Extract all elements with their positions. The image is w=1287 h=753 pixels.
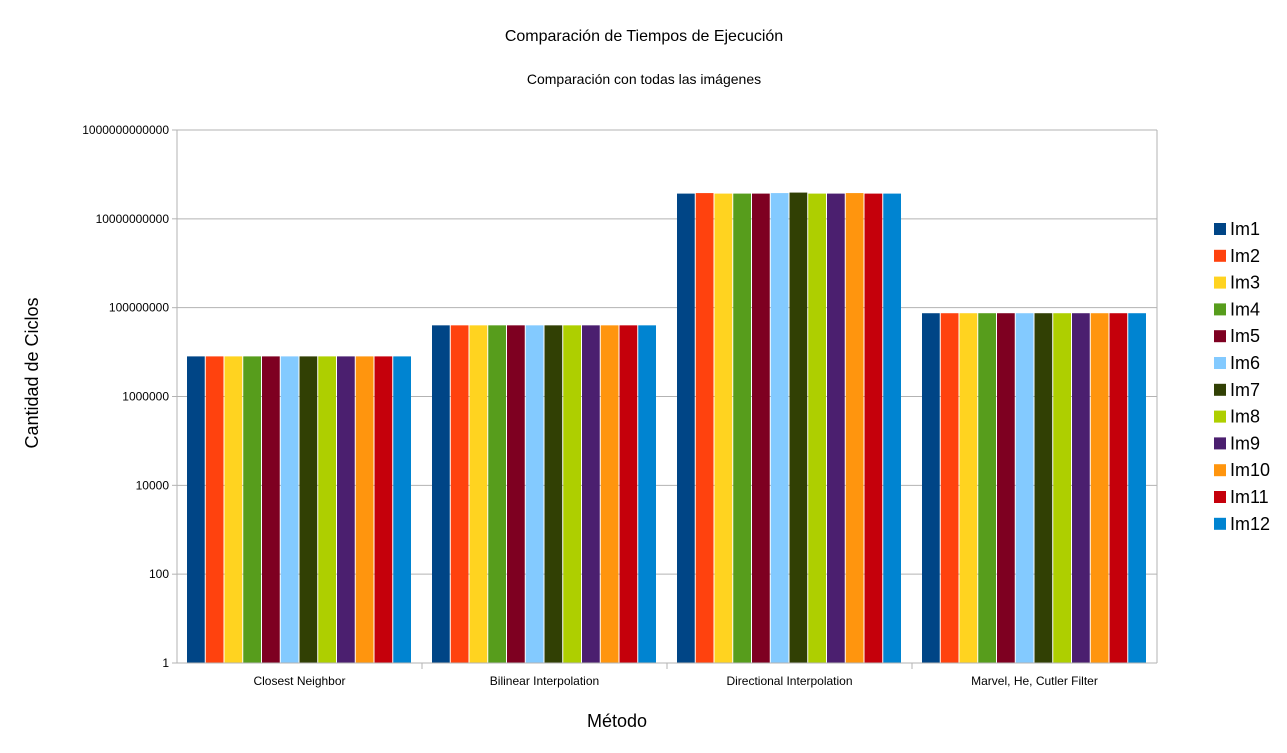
x-category-label: Marvel, He, Cutler Filter xyxy=(971,674,1098,688)
bar-im11 xyxy=(619,325,638,663)
bar-im8 xyxy=(808,193,826,663)
bar-im4 xyxy=(733,193,751,663)
y-tick-label: 10000 xyxy=(136,478,170,492)
legend-swatch xyxy=(1214,383,1226,396)
bar-im4 xyxy=(978,313,996,663)
bar-im3 xyxy=(224,356,243,663)
y-tick-label: 100000000 xyxy=(109,301,169,315)
bar-im8 xyxy=(1053,313,1071,663)
bar-im6 xyxy=(1015,313,1034,663)
bar-im7 xyxy=(1034,313,1053,663)
bar-im6 xyxy=(770,193,789,663)
legend-swatch xyxy=(1214,303,1226,316)
legend-swatch xyxy=(1214,223,1226,235)
y-axis-title: Cantidad de Ciclos xyxy=(22,297,42,448)
bar-im12 xyxy=(1128,313,1146,663)
bar-im7 xyxy=(299,356,318,663)
bar-im2 xyxy=(695,193,714,663)
bar-im11 xyxy=(864,193,883,663)
legend-label: Im10 xyxy=(1230,460,1270,480)
bar-im10 xyxy=(845,193,864,663)
legend-label: Im3 xyxy=(1230,273,1260,293)
legend-label: Im2 xyxy=(1230,246,1260,266)
x-category-label: Closest Neighbor xyxy=(253,674,345,688)
bar-im10 xyxy=(600,325,619,663)
legend-swatch xyxy=(1214,491,1226,503)
bar-im9 xyxy=(827,193,845,663)
x-axis-title: Método xyxy=(587,711,647,731)
bar-im4 xyxy=(243,356,261,663)
legend-label: Im9 xyxy=(1230,433,1260,453)
y-tick-label: 100 xyxy=(149,567,169,581)
legend-swatch xyxy=(1214,249,1226,262)
legend-swatch xyxy=(1214,276,1226,289)
axes xyxy=(176,130,1158,669)
legend-swatch xyxy=(1214,464,1226,477)
legend-label: Im1 xyxy=(1230,219,1260,239)
bar-im10 xyxy=(1090,313,1109,663)
bar-im2 xyxy=(205,356,224,663)
bar-im6 xyxy=(280,356,299,663)
legend-label: Im5 xyxy=(1230,326,1260,346)
legend-label: Im12 xyxy=(1230,514,1270,534)
bar-im2 xyxy=(940,313,959,663)
y-tick-label: 1000000000000 xyxy=(82,123,169,137)
bar-im10 xyxy=(355,356,374,663)
bar-im5 xyxy=(262,356,280,663)
x-category-label: Directional Interpolation xyxy=(726,674,852,688)
legend-swatch xyxy=(1214,517,1226,530)
legend-label: Im11 xyxy=(1230,487,1269,507)
legend-label: Im7 xyxy=(1230,380,1260,400)
legend-swatch xyxy=(1214,437,1226,450)
legend-swatch xyxy=(1214,330,1226,343)
bar-im1 xyxy=(187,356,205,663)
bar-im4 xyxy=(488,325,506,663)
bar-im1 xyxy=(677,193,695,663)
bar-im8 xyxy=(318,356,336,663)
bar-im1 xyxy=(432,325,450,663)
y-tick-label: 1000000 xyxy=(122,390,169,404)
bar-im1 xyxy=(922,313,940,663)
legend-swatch xyxy=(1214,357,1226,369)
bar-im5 xyxy=(507,325,525,663)
bar-im3 xyxy=(714,193,733,663)
bar-im6 xyxy=(525,325,544,663)
bar-im9 xyxy=(337,356,355,663)
legend-swatch xyxy=(1214,410,1226,423)
bar-im5 xyxy=(752,193,770,663)
bar-im3 xyxy=(959,313,978,663)
bar-im11 xyxy=(374,356,393,663)
bar-im9 xyxy=(582,325,600,663)
bar-im9 xyxy=(1072,313,1090,663)
y-tick-labels: 1 100 10000 1000000 100000000 10000000000 1000… xyxy=(82,123,169,670)
bar-im11 xyxy=(1109,313,1128,663)
legend: Im1 Im2 Im3 Im4 Im5 Im6 Im7 Im8 Im9 Im10 Im11 Im12 xyxy=(1214,219,1270,534)
bar-im5 xyxy=(997,313,1015,663)
legend-label: Im4 xyxy=(1230,299,1260,319)
bar-im2 xyxy=(450,325,469,663)
y-tick-label: 10000000000 xyxy=(96,212,170,226)
bar-im7 xyxy=(544,325,563,663)
legend-label: Im8 xyxy=(1230,407,1260,427)
bar-im7 xyxy=(789,192,808,664)
chart-subtitle: Comparación con todas las imágenes xyxy=(527,71,761,87)
bar-im12 xyxy=(883,193,901,663)
bar-im8 xyxy=(563,325,581,663)
bar-im3 xyxy=(469,325,488,663)
bar-im12 xyxy=(638,325,656,663)
x-category-label: Bilinear Interpolation xyxy=(490,674,599,688)
legend-label: Im6 xyxy=(1230,353,1260,373)
bars xyxy=(187,192,1146,664)
x-category-labels: Closest Neighbor Bilinear Interpolation Di… xyxy=(253,674,1097,688)
y-tick-label: 1 xyxy=(162,656,169,670)
bar-im12 xyxy=(393,356,411,663)
chart-title: Comparación de Tiempos de Ejecución xyxy=(505,28,783,45)
